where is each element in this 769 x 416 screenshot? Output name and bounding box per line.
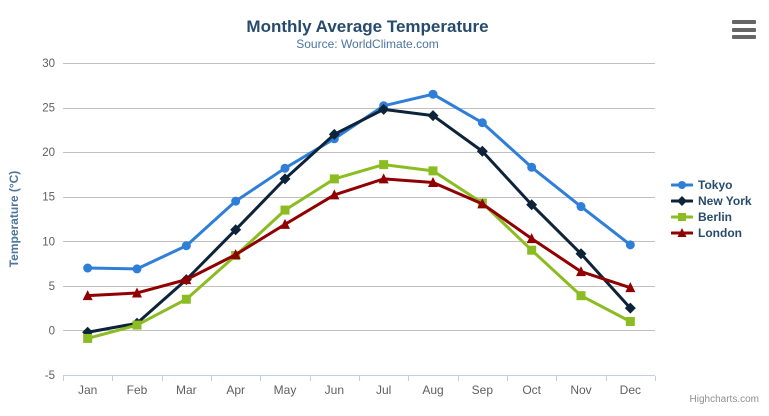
triangle-marker-icon: [378, 173, 389, 184]
x-axis-tick-label: May: [274, 383, 297, 397]
series-line-london: [86, 177, 632, 298]
square-marker-icon: [280, 205, 290, 215]
circle-marker-icon: [132, 264, 142, 274]
circle-marker-icon: [181, 241, 191, 251]
x-axis-tick-label: Jun: [325, 383, 344, 397]
triangle-marker-icon: [677, 228, 687, 237]
y-axis-tick-label: 25: [42, 103, 55, 115]
x-axis-tick-label: Jul: [376, 383, 391, 397]
circle-marker-icon: [280, 163, 290, 173]
diamond-marker-icon: [427, 110, 439, 122]
square-marker-icon: [379, 160, 389, 170]
x-axis-tick-label: Nov: [570, 383, 591, 397]
chart-subtitle: Source: WorldClimate.com: [296, 37, 439, 51]
diamond-marker-icon: [476, 145, 488, 157]
y-axis-tick-label: 15: [42, 192, 55, 204]
hamburger-menu-icon: [732, 20, 756, 24]
square-marker-icon: [678, 213, 686, 221]
legend-item-london[interactable]: London: [671, 225, 752, 241]
triangle-marker-icon: [181, 274, 192, 285]
legend-label: London: [698, 226, 742, 240]
square-marker-icon: [527, 245, 537, 255]
legend-item-tokyo[interactable]: Tokyo: [671, 177, 752, 193]
legend-label: Tokyo: [698, 178, 733, 192]
triangle-marker-icon: [428, 176, 438, 187]
y-axis-tick-label: 10: [42, 236, 55, 248]
london-legend-symbol-icon: [671, 228, 693, 237]
series-line-berlin: [86, 163, 632, 340]
square-marker-icon: [576, 291, 586, 301]
triangle-marker-icon: [526, 233, 537, 244]
legend-item-berlin[interactable]: Berlin: [671, 209, 752, 225]
diamond-marker-icon: [526, 199, 538, 211]
x-axis-tick-label: Mar: [176, 383, 197, 397]
x-axis-tick-label: Apr: [226, 383, 245, 397]
x-axis-tick-label: Feb: [127, 383, 148, 397]
credits-link[interactable]: Highcharts.com: [689, 394, 759, 405]
y-axis-tick-label: 0: [49, 325, 55, 337]
circle-marker-icon: [428, 89, 438, 99]
circle-marker-icon: [678, 181, 686, 189]
circle-marker-icon: [231, 196, 241, 206]
triangle-marker-icon: [329, 189, 340, 200]
diamond-marker-icon: [279, 173, 291, 185]
circle-marker-icon: [625, 240, 635, 250]
triangle-marker-icon: [132, 287, 142, 298]
y-axis-title: Temperature (°C): [7, 170, 21, 268]
diamond-marker-icon: [230, 224, 242, 236]
square-marker-icon: [625, 317, 635, 327]
circle-marker-icon: [83, 263, 93, 273]
berlin-legend-symbol-icon: [671, 213, 693, 221]
tokyo-legend-symbol-icon: [671, 181, 693, 189]
square-marker-icon: [329, 174, 339, 184]
diamond-marker-icon: [378, 103, 390, 115]
triangle-marker-icon: [477, 198, 488, 209]
y-axis-tick-label: 30: [42, 58, 55, 70]
diamond-marker-icon: [328, 128, 340, 140]
hamburger-menu-icon: [732, 27, 756, 32]
square-marker-icon: [132, 320, 142, 330]
triangle-marker-icon: [625, 282, 636, 293]
triangle-marker-icon: [230, 249, 241, 260]
legend-label: Berlin: [698, 210, 733, 224]
y-axis-tick-label: 5: [49, 281, 55, 293]
legend: Tokyo New York Berlin London: [671, 177, 752, 241]
series-london: [82, 173, 636, 301]
y-axis-tick-label: -5: [45, 370, 55, 382]
diamond-marker-icon: [624, 302, 636, 314]
series-tokyo: [83, 89, 635, 274]
series-line-new-york: [86, 107, 632, 334]
x-axis-tick-label: Aug: [422, 383, 443, 397]
chart-title: Monthly Average Temperature: [246, 17, 489, 36]
new-york-legend-symbol-icon: [671, 196, 693, 206]
circle-marker-icon: [576, 202, 586, 212]
triangle-marker-icon: [280, 218, 290, 229]
x-axis-tick-label: Oct: [522, 383, 541, 397]
square-marker-icon: [181, 294, 191, 304]
circle-marker-icon: [527, 162, 537, 172]
circle-marker-icon: [477, 118, 487, 128]
triangle-marker-icon: [82, 290, 93, 301]
legend-item-new-york[interactable]: New York: [671, 193, 752, 209]
legend-label: New York: [698, 194, 752, 208]
x-axis-tick-label: Sep: [472, 383, 494, 397]
series-new-york: [82, 103, 636, 338]
x-axis-tick-label: Dec: [620, 383, 641, 397]
square-marker-icon: [428, 166, 438, 176]
export-menu-button[interactable]: [732, 20, 756, 39]
diamond-marker-icon: [677, 196, 687, 206]
hamburger-menu-icon: [732, 35, 756, 39]
square-marker-icon: [83, 333, 93, 343]
y-axis-tick-label: 20: [42, 147, 55, 159]
triangle-marker-icon: [576, 266, 586, 277]
diamond-marker-icon: [575, 248, 587, 260]
x-axis-tick-label: Jan: [78, 383, 97, 397]
